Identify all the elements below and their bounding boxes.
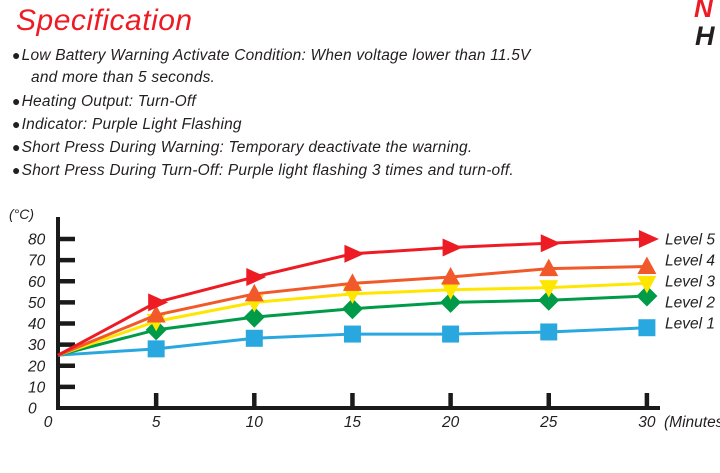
x-tick [252,393,257,406]
temperature-chart: 0 10 20 30 40 50 60 70 80 0 5 10 15 20 25 30 (°C) (Minute… [0,205,720,473]
chart-svg: 0 10 20 30 40 50 60 70 80 0 5 10 15 20 25 30 (°C) (Minute… [9,206,720,431]
y-tick-label: 40 [28,316,46,333]
legend-label: Level 5 [665,232,715,249]
spec-item-text: Heating Output: Turn-Off [21,92,196,110]
bullet-icon: ● [12,115,21,132]
marker-triangle-up [539,258,559,277]
y-tick-label: 60 [28,274,46,291]
y-tick [60,363,75,368]
marker-triangle-right [540,234,561,253]
x-tick [644,393,650,406]
bullet-icon: ● [12,139,21,156]
page-title: Specification [16,4,193,37]
y-tick [60,384,75,390]
marker-triangle-right [442,238,463,257]
y-tick-label: 50 [28,295,46,312]
y-tick-label: 70 [28,253,46,270]
spec-item: ●Heating Output: Turn-Off [12,90,652,113]
marker-triangle-down [637,275,657,294]
marker-diamond [636,285,658,307]
marker-square [245,329,263,347]
marker-diamond [440,291,462,313]
x-tick [153,393,159,406]
marker-diamond [341,298,363,320]
marker-triangle-down [441,282,461,300]
bullet-icon: ● [12,162,21,179]
y-tick [60,321,75,326]
bullet-icon: ● [12,47,21,63]
marker-triangle-up [441,267,461,285]
spec-item-text: and more than 5 seconds. [31,69,216,87]
legend-label: Level 4 [665,253,715,270]
marker-triangle-right [638,230,659,248]
chart-axis-x [56,406,660,410]
marker-triangle-up [637,256,657,274]
chart-axis-y [56,217,60,410]
marker-diamond [538,289,560,311]
x-tick [448,393,453,406]
marker-square [540,323,558,341]
spec-item: ●Short Press During Turn-Off: Purple lig… [12,159,652,182]
marker-triangle-up [244,283,264,302]
y-tick [60,279,75,284]
marker-triangle-right [246,268,267,287]
marker-triangle-up [146,305,166,323]
y-tick-label: 80 [28,232,46,249]
marker-triangle-up [342,273,362,291]
x-tick-label: 25 [539,414,558,431]
bullet-icon: ● [12,92,21,109]
x-tick [350,393,355,406]
corner-clipped-letter-black: H [695,21,715,51]
spec-item-text: Low Battery Warning Activate Condition: … [21,47,531,64]
spec-item-text: Short Press During Warning: Temporary de… [21,139,473,157]
marker-square [638,319,656,337]
legend-label: Level 1 [665,316,715,333]
x-tick [546,393,551,406]
spec-item: ●Low Battery Warning Activate Condition:… [12,44,652,90]
marker-diamond [243,306,265,328]
marker-triangle-right [148,293,169,312]
x-tick-label: 0 [44,414,53,431]
marker-square [147,340,165,358]
y-axis-unit-label: (°C) [9,206,34,222]
marker-square [442,325,460,343]
spec-item: ●Short Press During Warning: Temporary d… [12,136,652,159]
spec-bullet-list: ●Low Battery Warning Activate Condition:… [12,44,652,183]
y-tick [60,236,75,242]
y-tick-label: 30 [28,337,46,354]
y-tick-label: 0 [28,401,37,418]
marker-square [343,325,361,343]
spec-item-text: Short Press During Turn-Off: Purple ligh… [21,162,514,180]
y-tick [60,300,75,305]
y-tick-label: 20 [27,358,46,375]
y-tick [60,342,75,347]
marker-triangle-down [539,280,559,298]
legend-label: Level 2 [665,295,715,312]
x-tick-label: 10 [246,414,264,431]
x-tick-label: 15 [344,414,362,431]
corner-clipped-letter-red: N [694,0,713,23]
y-tick-label: 10 [28,379,46,396]
y-tick [60,257,75,263]
legend-label: Level 3 [665,274,715,291]
x-axis-unit-label: (Minutes) [664,414,720,431]
x-tick-label: 30 [638,414,656,431]
spec-item-text: Indicator: Purple Light Flashing [21,115,242,133]
x-tick-label: 5 [152,414,161,431]
spec-item: ●Indicator: Purple Light Flashing [12,113,652,136]
x-tick-label: 20 [441,414,460,431]
marker-triangle-right [344,244,365,263]
